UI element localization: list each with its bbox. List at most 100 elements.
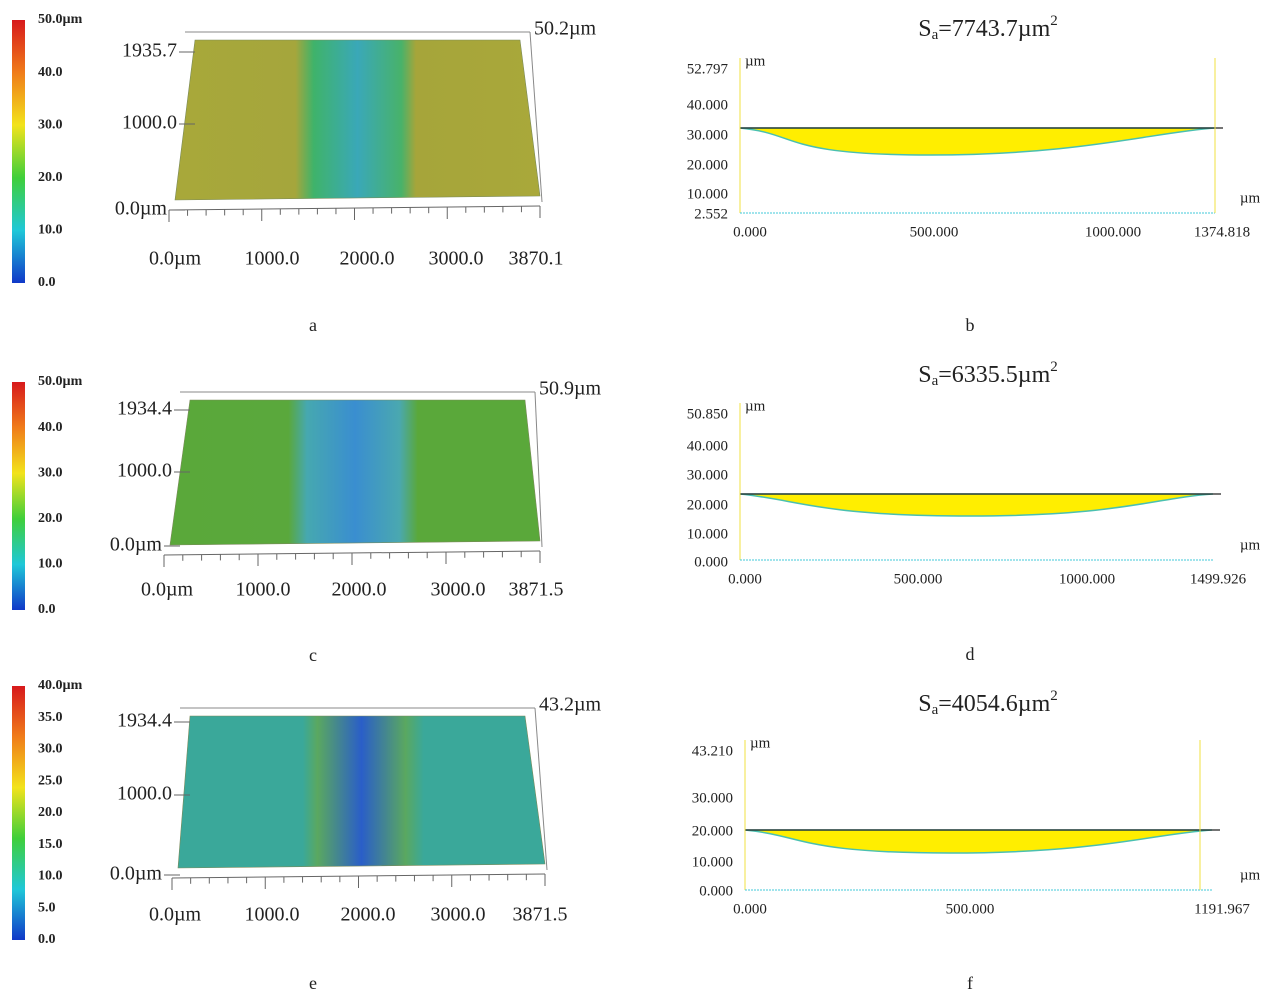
x-label: 2000.0 (341, 904, 396, 926)
panel-letter: e (309, 973, 317, 993)
profile-title: Sa=4054.6µm2 (918, 688, 1058, 718)
x-label: 3000.0 (431, 904, 486, 926)
x-label: 3000.0 (429, 248, 484, 270)
title-rest: =4054.6µm (938, 691, 1050, 717)
x-label: 500.000 (946, 901, 995, 917)
surface (169, 399, 541, 546)
x-label: 1000.0 (236, 579, 291, 601)
x-label: 0.0µm (141, 579, 194, 601)
x-label: 0.0µm (149, 904, 202, 926)
axis-line (534, 391, 543, 548)
surface-panel: 40.0µm 35.0 30.0 25.0 20.0 15.0 10.0 5.0 0.0 1934… (12, 678, 602, 993)
colorbar (12, 382, 25, 610)
x-label: 3871.5 (509, 579, 564, 601)
title-sub: a (932, 702, 939, 718)
title-base: S (918, 16, 931, 42)
colorbar-label: 25.0 (38, 773, 63, 788)
panel-letter: c (309, 645, 317, 665)
profile-panel: Sa=7743.7µm252.79740.00030.00020.00010.0… (687, 13, 1261, 335)
colorbar-label: 0.0 (38, 932, 56, 947)
y-label: 0.000 (694, 554, 728, 570)
y-label: 0.0µm (110, 534, 163, 556)
title-sup: 2 (1050, 688, 1058, 704)
y-label: 1934.4 (117, 710, 172, 732)
x-label: 0.000 (733, 224, 767, 240)
y-label: 0.000 (699, 883, 733, 899)
y-label: 40.000 (687, 438, 728, 454)
panel-letter: d (966, 644, 975, 664)
profile-panel: Sa=4054.6µm243.21030.00020.00010.0000.00… (692, 688, 1261, 993)
surface (174, 39, 541, 201)
surface-panel: 50.0µm 40.0 30.0 20.0 10.0 0.0 1934.4 1000.0 0.0… (12, 374, 602, 665)
colorbar-label: 20.0 (38, 170, 63, 185)
profile-panel: Sa=6335.5µm250.85040.00030.00020.00010.0… (687, 359, 1261, 664)
panel-letter: b (966, 315, 975, 335)
axis-line (529, 31, 543, 203)
y-label: 40.000 (687, 97, 728, 113)
y-label: 1000.0 (117, 783, 172, 805)
title-base: S (918, 362, 931, 388)
x-label: 1000.000 (1085, 224, 1141, 240)
y-label: 10.000 (687, 526, 728, 542)
x-label: 1000.0 (245, 904, 300, 926)
x-label: 0.000 (728, 571, 762, 587)
colorbar-label: 5.0 (38, 900, 56, 915)
y-label: 43.210 (692, 743, 733, 759)
x-label: 3871.5 (513, 904, 568, 926)
colorbar-label: 10.0 (38, 223, 63, 238)
x-label: 1000.000 (1059, 571, 1115, 587)
axis-line (534, 707, 548, 871)
title-sub: a (932, 373, 939, 389)
profile-area (739, 127, 1216, 156)
colorbar-label: 30.0 (38, 117, 63, 132)
z-label: 50.2µm (534, 18, 597, 40)
profile-title: Sa=6335.5µm2 (918, 359, 1058, 389)
y-label: 1935.7 (122, 40, 177, 62)
colorbar-label: 40.0 (38, 65, 63, 80)
y-label: 1000.0 (122, 112, 177, 134)
y-unit: µm (745, 398, 766, 414)
x-label: 0.0µm (149, 248, 202, 270)
y-label: 30.000 (692, 790, 733, 806)
profile-title: Sa=7743.7µm2 (918, 13, 1058, 43)
surface-panel: 50.0µm 40.0 30.0 20.0 10.0 0.0 1935.7 1000.0 0.0… (12, 12, 597, 335)
profile-area (744, 829, 1213, 854)
colorbar-label: 30.0 (38, 742, 63, 757)
surface (177, 715, 546, 869)
x-label: 1191.967 (1194, 901, 1250, 917)
title-sup: 2 (1050, 359, 1058, 375)
y-label: 20.000 (687, 157, 728, 173)
x-label: 3870.1 (509, 248, 564, 270)
title-sub: a (932, 27, 939, 43)
y-label: 20.000 (692, 823, 733, 839)
title-base: S (918, 691, 931, 717)
y-label: 10.000 (692, 854, 733, 870)
y-label: 50.850 (687, 406, 728, 422)
y-label: 10.000 (687, 186, 728, 202)
z-label: 50.9µm (539, 378, 602, 400)
colorbar-label: 20.0 (38, 805, 63, 820)
y-unit: µm (745, 53, 766, 69)
x-unit: µm (1240, 867, 1261, 883)
panel-letter: a (309, 315, 317, 335)
colorbar-label: 35.0 (38, 710, 63, 725)
x-label: 1499.926 (1190, 571, 1247, 587)
y-label: 0.0µm (110, 863, 163, 885)
y-label: 0.0µm (115, 198, 168, 220)
colorbar-label: 30.0 (38, 465, 63, 480)
colorbar-label: 20.0 (38, 511, 63, 526)
y-label: 1934.4 (117, 398, 172, 420)
y-label: 52.797 (687, 61, 729, 77)
colorbar (12, 686, 25, 940)
z-label: 43.2µm (539, 694, 602, 716)
colorbar (12, 20, 25, 283)
title-sup: 2 (1050, 13, 1058, 29)
colorbar-label: 50.0µm (38, 374, 83, 389)
colorbar-label: 40.0 (38, 420, 63, 435)
colorbar-label: 10.0 (38, 557, 63, 572)
x-label: 500.000 (894, 571, 943, 587)
title-rest: =7743.7µm (938, 16, 1050, 42)
x-label: 0.000 (733, 901, 767, 917)
panel-letter: f (967, 973, 973, 993)
